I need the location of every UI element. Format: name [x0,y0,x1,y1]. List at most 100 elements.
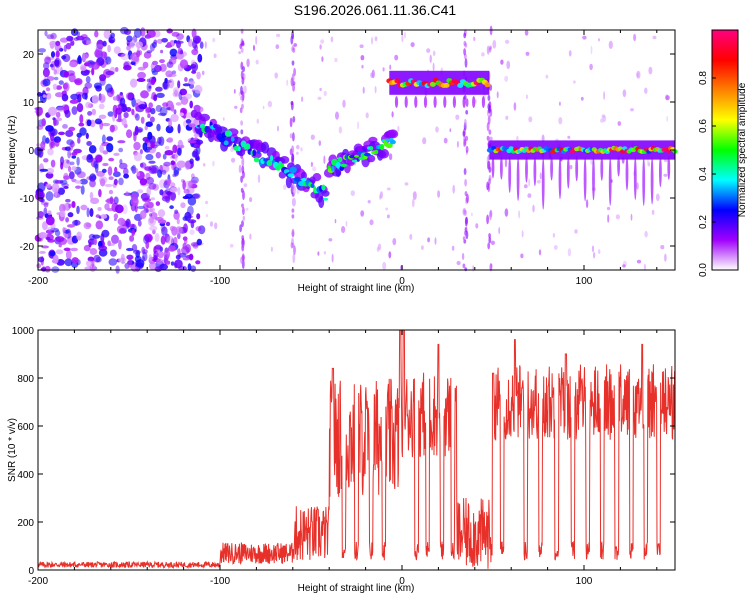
streak [464,209,467,216]
noise-blob [68,145,73,151]
track-core [321,184,326,191]
noise-blob [58,80,64,85]
track-core [335,161,341,169]
streak [240,85,243,95]
zero-drip [516,156,520,202]
noise-blob [45,191,54,202]
noise-blob [36,125,44,130]
streak [241,103,244,110]
speckle [369,219,374,226]
snr-ytick-label: 200 [17,518,34,529]
colorbar-axes: 0.0 0.2 0.4 0.6 0.8 [698,29,739,277]
noise-blob [179,112,184,117]
speckle [582,35,587,40]
noise-blob [45,92,52,100]
noise-blob [149,216,155,224]
speckle [553,245,558,250]
speckle [525,51,530,56]
noise-blob [133,152,142,162]
noise-blob [145,176,155,185]
speckle [255,35,258,45]
noise-blob [64,258,73,267]
speckle [525,94,528,100]
speckle [321,56,324,62]
speckle [270,246,273,252]
noise-blob [147,131,153,140]
speckle [275,44,280,50]
speckle [206,213,208,218]
noise-blob [65,198,71,203]
noise-blob [71,155,77,159]
noise-blob [146,82,152,92]
noise-blob [172,144,178,154]
noise-blob [68,203,72,209]
noise-blob [38,232,48,239]
streak [291,145,294,155]
noise-blob [64,247,71,251]
streak [292,116,296,123]
noise-blob [71,201,76,208]
noise-blob [95,220,104,230]
speckle [569,164,573,170]
noise-blob [45,125,54,132]
noise-blob [162,102,169,107]
noise-blob [131,97,136,108]
streak [241,235,245,241]
noise-blob [71,151,78,156]
noise-blob [113,178,118,186]
noise-blob [187,205,194,216]
spectrogram-xtick-label: -100 [210,276,230,287]
noise-blob [65,217,69,223]
noise-blob [121,105,128,113]
noise-blob [126,35,133,43]
colorbar-tick-label: 0.0 [698,263,709,277]
noise-blob [131,228,136,237]
zero-drip [566,156,570,189]
snr-ytick-label: 1000 [12,326,35,337]
noise-blob [93,238,98,246]
noise-blob [53,57,62,68]
noise-blob [50,159,56,168]
noise-blob [171,31,180,37]
streak [487,115,491,125]
noise-blob [102,162,109,167]
speckle [472,265,475,272]
noise-blob [76,31,81,37]
noise-blob [146,29,156,38]
noise-blob [170,160,175,166]
speckle [231,157,236,163]
noise-blob [86,141,92,146]
noise-blob [45,183,52,189]
noise-blob [88,145,97,154]
noise-blob [169,48,178,57]
noise-blob [118,177,124,186]
noise-blob [103,29,111,39]
track-core [374,149,379,155]
snr-xtick-label: 100 [576,576,593,587]
track-core [289,166,297,174]
plateau-core [394,78,401,84]
noise-blob [77,137,81,144]
speckle [648,161,650,167]
noise-blob [145,106,150,114]
noise-blob [184,160,191,170]
noise-blob [50,227,60,233]
speckle [205,200,208,205]
noise-blob [177,147,182,156]
noise-blob [126,247,134,252]
noise-blob [117,140,126,144]
noise-blob [89,61,96,65]
noise-blob [43,207,48,217]
speckle [374,86,377,94]
noise-blob [76,56,83,65]
noise-blob [157,251,164,259]
speckle [404,31,406,39]
speckle [636,70,641,79]
streak [291,228,295,238]
track-core [337,156,343,163]
noise-blob [189,100,193,109]
noise-blob [170,191,176,202]
plateau-drip [462,96,466,108]
speckle [598,38,600,42]
